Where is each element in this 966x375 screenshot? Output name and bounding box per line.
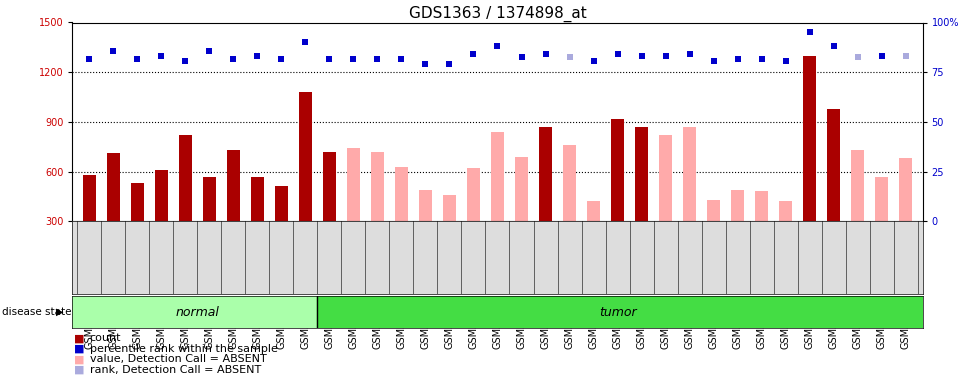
Bar bbox=[731, 190, 744, 221]
Text: ■: ■ bbox=[74, 365, 84, 375]
Bar bbox=[323, 152, 336, 221]
Text: percentile rank within the sample: percentile rank within the sample bbox=[90, 344, 277, 354]
Bar bbox=[318, 296, 923, 328]
Text: ▶: ▶ bbox=[56, 307, 64, 317]
Bar bbox=[683, 127, 696, 221]
Bar bbox=[251, 177, 264, 221]
Bar bbox=[635, 127, 648, 221]
Bar bbox=[179, 135, 192, 221]
Bar bbox=[227, 150, 240, 221]
Text: ■: ■ bbox=[74, 344, 84, 354]
Bar bbox=[515, 157, 528, 221]
Bar bbox=[659, 135, 672, 221]
Bar bbox=[779, 201, 792, 221]
Bar bbox=[298, 92, 312, 221]
Bar bbox=[851, 150, 865, 221]
Bar bbox=[899, 158, 912, 221]
Bar bbox=[755, 191, 768, 221]
Text: normal: normal bbox=[176, 306, 219, 319]
Text: value, Detection Call = ABSENT: value, Detection Call = ABSENT bbox=[90, 354, 267, 364]
Bar bbox=[419, 190, 432, 221]
Bar bbox=[707, 200, 721, 221]
Bar bbox=[274, 186, 288, 221]
Bar bbox=[203, 177, 216, 221]
Text: ■: ■ bbox=[74, 333, 84, 343]
Bar bbox=[347, 148, 360, 221]
Bar bbox=[491, 132, 504, 221]
Bar bbox=[803, 56, 816, 221]
Bar bbox=[467, 168, 480, 221]
Bar bbox=[72, 296, 318, 328]
Text: rank, Detection Call = ABSENT: rank, Detection Call = ABSENT bbox=[90, 365, 261, 375]
Bar bbox=[587, 201, 600, 221]
Title: GDS1363 / 1374898_at: GDS1363 / 1374898_at bbox=[409, 6, 586, 22]
Bar bbox=[395, 166, 408, 221]
Bar bbox=[371, 152, 384, 221]
Bar bbox=[563, 145, 576, 221]
Bar bbox=[611, 118, 624, 221]
Bar bbox=[83, 175, 96, 221]
Bar bbox=[875, 177, 889, 221]
Text: ■: ■ bbox=[74, 354, 84, 364]
Text: disease state: disease state bbox=[2, 307, 71, 317]
Bar bbox=[539, 127, 553, 221]
Bar bbox=[827, 109, 840, 221]
Bar bbox=[130, 183, 144, 221]
Bar bbox=[155, 170, 168, 221]
Text: count: count bbox=[90, 333, 122, 343]
Bar bbox=[442, 195, 456, 221]
Bar bbox=[106, 153, 120, 221]
Text: tumor: tumor bbox=[599, 306, 637, 319]
